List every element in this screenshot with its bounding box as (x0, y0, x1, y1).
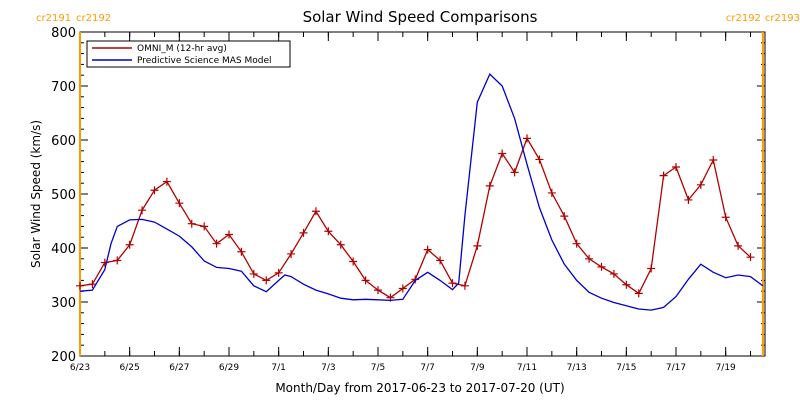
x-tick-label: 7/5 (371, 363, 385, 373)
data-point-marker (535, 155, 544, 164)
data-point-marker (634, 289, 643, 298)
y-tick-label: 800 (51, 26, 76, 41)
data-point-marker (212, 239, 221, 248)
y-tick-label: 200 (51, 350, 76, 365)
data-point-marker (125, 240, 134, 249)
data-point-marker (287, 249, 296, 258)
chart-title: Solar Wind Speed Comparisons (303, 8, 538, 26)
data-point-marker (423, 245, 432, 254)
data-point-marker (187, 219, 196, 228)
y-tick-label: 400 (51, 242, 76, 257)
data-point-marker (523, 134, 532, 143)
series-line-0 (79, 136, 751, 299)
x-tick-label: 7/3 (321, 363, 335, 373)
x-tick-label: 6/23 (70, 363, 90, 373)
data-point-marker (460, 281, 469, 290)
data-point-marker (374, 286, 383, 295)
data-point-marker (100, 258, 109, 267)
data-point-marker (734, 241, 743, 250)
x-tick-label: 7/7 (420, 363, 434, 373)
data-point-marker (647, 264, 656, 273)
data-point-marker (572, 239, 581, 248)
y-axis-label: Solar Wind Speed (km/s) (29, 120, 43, 268)
data-point-marker (398, 284, 407, 293)
data-point-marker (498, 149, 507, 158)
data-point-marker (721, 213, 730, 222)
y-axis: 200 300 400 500 600 700 800 (51, 26, 765, 365)
data-point-marker (225, 230, 234, 239)
data-point-marker (696, 180, 705, 189)
data-point-marker (200, 222, 209, 231)
series-line-1 (79, 72, 764, 311)
data-point-marker (249, 269, 258, 278)
x-tick-label: 7/17 (666, 363, 686, 373)
y-tick-label: 600 (51, 134, 76, 149)
data-point-marker (262, 276, 271, 285)
carrington-label-after: cr2193 (765, 13, 800, 24)
data-point-marker (336, 240, 345, 249)
series-layer (76, 72, 764, 311)
legend-label-omni: OMNI_M (12-hr avg) (137, 44, 227, 54)
data-point-marker (88, 280, 97, 289)
data-point-marker (274, 268, 283, 277)
data-point-marker (746, 253, 755, 262)
data-point-marker (485, 181, 494, 190)
data-point-marker (473, 241, 482, 250)
data-point-marker (547, 188, 556, 197)
y-tick-label: 700 (51, 80, 76, 95)
data-point-marker (299, 228, 308, 237)
data-point-marker (560, 212, 569, 221)
legend: OMNI_M (12-hr avg) Predictive Science MA… (86, 40, 291, 68)
data-point-marker (311, 207, 320, 216)
carrington-label-after: cr2192 (76, 13, 111, 24)
carrington-label-before: cr2191 (36, 13, 71, 24)
data-point-marker (113, 256, 122, 265)
data-point-marker (622, 280, 631, 289)
data-point-marker (76, 281, 84, 290)
data-point-marker (237, 247, 246, 256)
x-tick-label: 7/13 (567, 363, 587, 373)
data-point-marker (609, 269, 618, 278)
y-tick-label: 500 (51, 188, 76, 203)
x-tick-label: 6/27 (169, 363, 189, 373)
data-point-marker (138, 206, 147, 215)
data-point-marker (510, 168, 519, 177)
data-point-marker (150, 186, 159, 195)
data-point-marker (585, 254, 594, 263)
x-tick-label: 7/1 (271, 363, 285, 373)
data-point-marker (672, 163, 681, 171)
data-point-marker (597, 262, 606, 271)
y-tick-label: 300 (51, 296, 76, 311)
data-point-marker (436, 256, 445, 265)
x-tick-label: 7/15 (616, 363, 636, 373)
carrington-labels: cr2191 cr2192 cr2192 cr2193 (36, 13, 800, 24)
data-point-marker (448, 279, 457, 288)
data-point-marker (361, 276, 370, 285)
carrington-lines (79, 32, 764, 356)
data-point-marker (684, 195, 693, 204)
legend-box (86, 40, 291, 68)
legend-label-mas: Predictive Science MAS Model (137, 56, 272, 66)
x-tick-label: 7/11 (517, 363, 537, 373)
x-tick-label: 6/29 (219, 363, 239, 373)
data-point-marker (709, 155, 718, 164)
x-tick-label: 7/19 (716, 363, 736, 373)
carrington-label-before: cr2192 (726, 13, 761, 24)
data-point-marker (175, 199, 184, 208)
x-tick-label: 6/25 (120, 363, 140, 373)
data-point-marker (659, 171, 668, 180)
x-tick-label: 7/9 (470, 363, 485, 373)
data-point-marker (349, 257, 358, 266)
data-point-marker (324, 227, 333, 236)
x-axis-label: Month/Day from 2017-06-23 to 2017-07-20 … (275, 381, 564, 395)
data-point-marker (162, 177, 171, 186)
x-axis: 6/23 6/25 6/27 6/29 7/1 7/3 7/5 7/7 7/9 7/11 7/13 7… (70, 32, 752, 373)
